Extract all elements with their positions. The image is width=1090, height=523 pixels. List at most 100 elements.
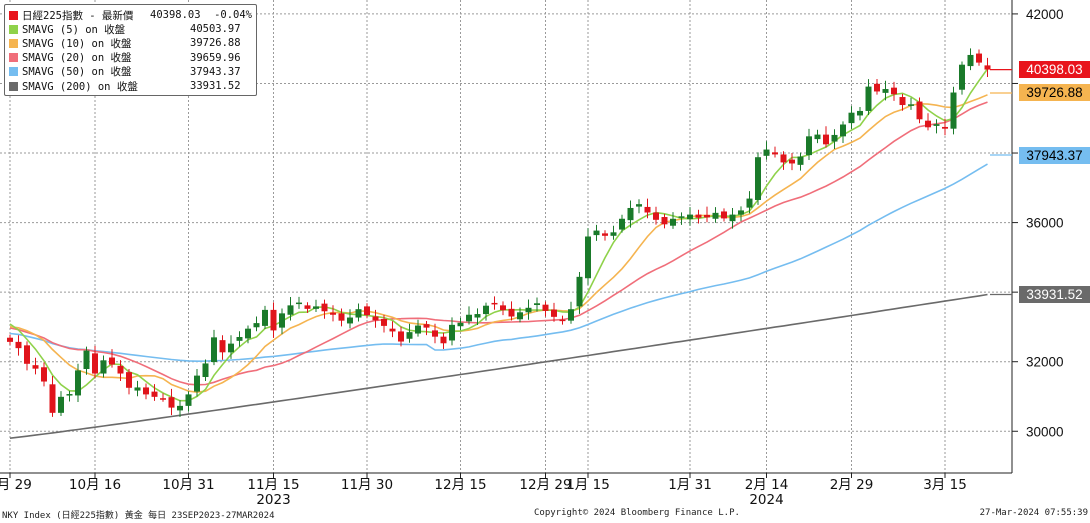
candle-body <box>585 236 591 279</box>
candle-body <box>908 104 914 106</box>
candle-body <box>355 309 362 318</box>
legend-entry: SMAVG (200) on 收盤 33931.52 <box>9 79 252 93</box>
year-label: 2023 <box>256 492 290 508</box>
candle-body <box>508 308 515 317</box>
candle-body <box>236 337 243 341</box>
legend-series-name: SMAVG (50) on 收盤 <box>22 66 132 79</box>
candle-body <box>559 319 566 322</box>
candle-body <box>976 53 982 63</box>
sma-10-line <box>9 94 988 394</box>
legend-swatch <box>9 10 18 20</box>
candle-body <box>245 328 251 339</box>
candle-body <box>763 149 770 156</box>
y-tick-label: 32000 <box>1026 355 1064 370</box>
candle-body <box>840 124 846 137</box>
candle-body <box>177 405 183 411</box>
candle-body <box>704 214 710 218</box>
candle-body <box>933 124 940 126</box>
candle-body <box>823 134 829 145</box>
candle-body <box>687 214 693 220</box>
candle-body <box>483 305 489 315</box>
legend-entry: 日經225指數 - 最新價 40398.03 -0.04% <box>9 8 252 22</box>
candle-body <box>899 97 906 106</box>
x-tick-label: 10月 31 <box>162 477 214 493</box>
price-tag: 40398.03 <box>1019 61 1090 79</box>
legend-series-value: 39659.96 <box>190 51 241 64</box>
candle-body <box>92 353 98 374</box>
candle-body <box>313 306 319 309</box>
candle-body <box>185 394 192 406</box>
x-tick-label: 3月 15 <box>923 477 967 493</box>
legend-series-value: 33931.52 <box>190 80 241 93</box>
price-tag: 39726.88 <box>1019 84 1090 102</box>
candle-body <box>330 312 336 315</box>
candle-body <box>576 276 583 307</box>
candle-body <box>304 305 311 309</box>
candle-body <box>466 314 472 322</box>
footer-copyright: Copyright© 2024 Bloomberg Finance L.P. <box>534 508 740 518</box>
price-tag: 33931.52 <box>1019 286 1090 303</box>
candle-body <box>542 304 549 311</box>
candle-body <box>636 204 642 207</box>
legend-series-name: SMAVG (20) on 收盤 <box>22 52 132 65</box>
candle-body <box>440 336 447 344</box>
candle-body <box>117 365 124 374</box>
y-tick-label: 36000 <box>1026 216 1064 231</box>
x-tick-label: 12月 29 <box>519 477 571 493</box>
candle-body <box>678 216 685 218</box>
footer-timestamp: 27-Mar-2024 07:55:39 <box>979 508 1088 518</box>
legend-series-change: -0.04% <box>214 9 252 22</box>
candle-body <box>746 198 753 208</box>
legend-swatch <box>9 38 18 48</box>
legend-swatch <box>9 67 18 77</box>
candle-body <box>364 306 370 316</box>
candle-body <box>695 214 702 218</box>
candle-body <box>41 367 47 382</box>
candle-body <box>415 325 421 334</box>
legend-series-value: 39726.88 <box>190 37 241 50</box>
candle-body <box>58 396 64 413</box>
candle-body <box>602 233 608 236</box>
x-tick-label: 9月 29 <box>0 477 32 493</box>
candle-body <box>772 152 778 155</box>
candle-body <box>568 309 574 321</box>
candle-body <box>381 318 387 326</box>
candle-body <box>134 387 141 391</box>
candle-body <box>942 126 948 129</box>
legend-entry: SMAVG (50) on 收盤 37943.37 <box>9 65 252 79</box>
x-tick-label: 1月 15 <box>566 477 610 493</box>
x-tick-label: 1月 31 <box>668 477 712 493</box>
sma-20-line <box>9 101 988 386</box>
legend-series-value: 40398.03 <box>150 9 201 22</box>
candle-body <box>831 134 838 142</box>
legend-series-value: 40503.97 <box>190 23 241 36</box>
candle-body <box>491 302 498 305</box>
legend: 日經225指數 - 最新價 40398.03 -0.04% SMAVG (5) on … <box>4 4 257 96</box>
candle-body <box>925 120 931 128</box>
candle-body <box>126 372 132 388</box>
candle-body <box>967 54 974 67</box>
candle-body <box>75 370 81 396</box>
candle-body <box>806 136 812 156</box>
candle-body <box>797 156 804 165</box>
candle-body <box>653 212 659 220</box>
legend-swatch <box>9 81 18 91</box>
candle-body <box>721 211 727 219</box>
candle-body <box>789 159 795 164</box>
year-label: 2024 <box>749 492 783 508</box>
candle-body <box>228 343 234 353</box>
candle-body <box>525 307 532 313</box>
candle-body <box>449 324 455 341</box>
candle-body <box>950 92 957 129</box>
candle-body <box>517 312 523 320</box>
candle-body <box>891 87 897 95</box>
x-tick-label: 12月 15 <box>434 477 486 493</box>
legend-series-value: 37943.37 <box>190 65 241 78</box>
candle-body <box>619 218 625 230</box>
candle-body <box>457 322 464 327</box>
candle-body <box>168 397 175 408</box>
candle-body <box>848 112 855 124</box>
y-tick-label: 30000 <box>1026 424 1064 439</box>
candle-body <box>372 316 379 321</box>
